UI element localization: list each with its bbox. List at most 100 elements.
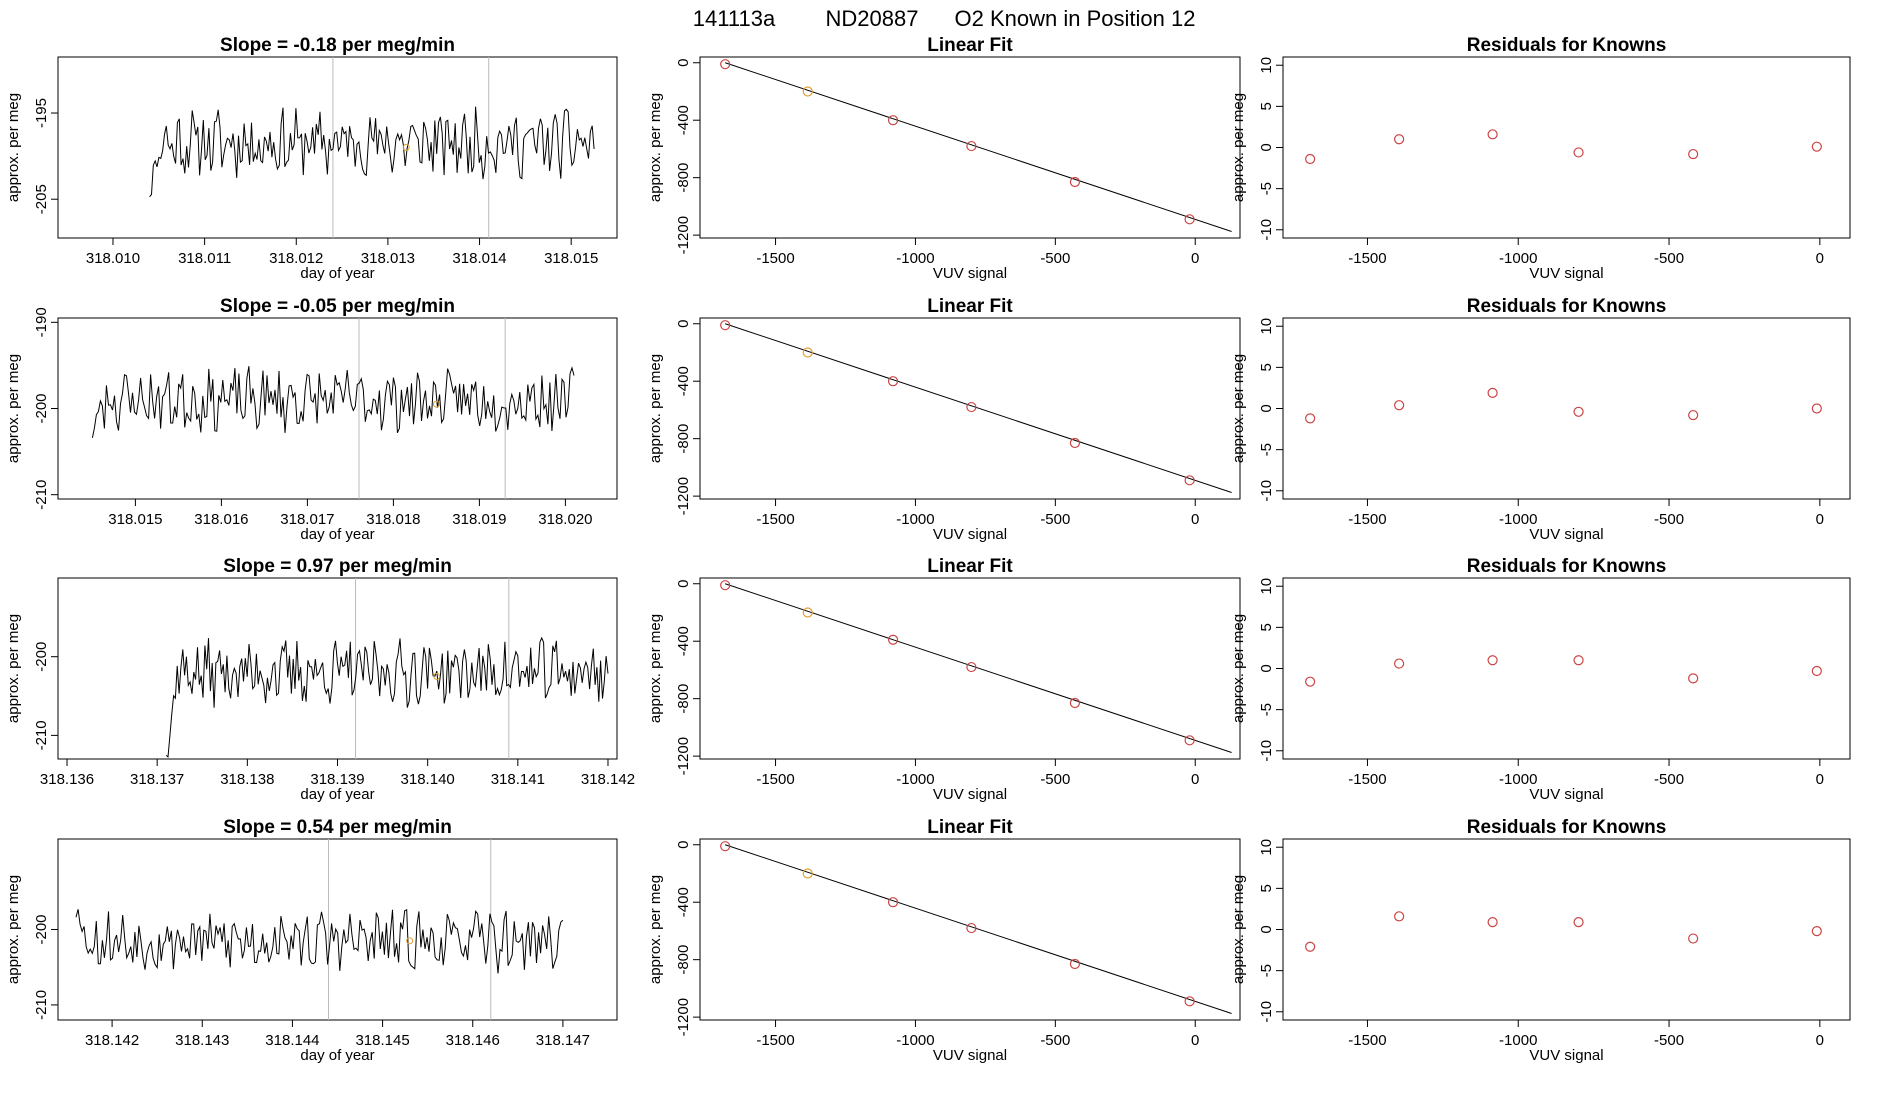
chart-1-fit-xtick-label: -1000 bbox=[896, 511, 934, 528]
chart-1-drift-xtick-label: 318.017 bbox=[280, 511, 334, 528]
figure-title-run: 141113a bbox=[693, 6, 776, 31]
chart-1-drift-frame bbox=[57, 317, 618, 500]
chart-2-resid-xtick-label: -500 bbox=[1654, 771, 1684, 788]
chart-2-fit-point bbox=[1184, 735, 1195, 746]
chart-3-resid-frame bbox=[1282, 838, 1851, 1021]
chart-0-fit-ytick-label: -400 bbox=[675, 105, 692, 135]
figure-title-tank: ND20887 bbox=[826, 6, 919, 31]
chart-2-resid: Residuals for Knowns -1500 -1000 -500 0 -10 -5… bbox=[1230, 556, 1851, 803]
chart-0-drift-xtick-label: 318.011 bbox=[178, 250, 231, 267]
chart-2-fit-ytick-label: -400 bbox=[675, 626, 692, 656]
chart-3-drift-xtick-label: 318.145 bbox=[355, 1032, 409, 1049]
chart-3-resid-xtick-label: -1000 bbox=[1499, 1032, 1537, 1049]
chart-3-fit-point bbox=[966, 922, 977, 934]
chart-2-drift-ylabel: approx. per meg bbox=[5, 614, 22, 723]
chart-0-drift-ylabel: approx. per meg bbox=[5, 93, 22, 202]
chart-3-resid-point bbox=[1394, 911, 1405, 922]
chart-0-fit-xtick-label: -500 bbox=[1040, 250, 1070, 267]
chart-0-resid-xlabel: VUV signal bbox=[1529, 265, 1603, 282]
chart-2-drift-xtick-label: 318.139 bbox=[310, 771, 364, 788]
chart-0-drift-ytick-label: -195 bbox=[33, 98, 50, 128]
chart-1-fit-point bbox=[720, 320, 731, 331]
chart-1-fit-ytick-label: -1200 bbox=[675, 477, 692, 515]
chart-0-drift-xtick-label: 318.015 bbox=[544, 250, 598, 267]
chart-0-resid-xtick-label: 0 bbox=[1816, 250, 1824, 267]
chart-3-drift-ytick-label: -200 bbox=[33, 914, 50, 944]
chart-1-resid-plot-area bbox=[1305, 387, 1822, 424]
chart-3-resid-xtick-label: -1500 bbox=[1348, 1032, 1386, 1049]
chart-0-fit-point bbox=[802, 86, 813, 97]
chart-0-resid-ytick-label: -10 bbox=[1258, 219, 1275, 241]
chart-3-fit-xtick-label: 0 bbox=[1191, 1032, 1199, 1049]
chart-1-fit-point bbox=[1184, 475, 1195, 486]
chart-2-resid-point bbox=[1487, 655, 1498, 666]
chart-2-resid-plot-area bbox=[1305, 655, 1822, 687]
chart-1-drift-marker bbox=[432, 400, 440, 408]
chart-3-fit-ytick-label: 0 bbox=[675, 841, 692, 849]
chart-3-resid-ytick-label: 0 bbox=[1258, 925, 1275, 933]
chart-0-resid-xtick-label: -1000 bbox=[1499, 250, 1537, 267]
chart-3-drift-series-line bbox=[75, 909, 564, 974]
chart-1-fit-xlabel: VUV signal bbox=[933, 526, 1007, 543]
chart-1-drift-title: Slope = -0.05 per meg/min bbox=[220, 296, 455, 317]
chart-1-fit-ytick-label: -400 bbox=[675, 366, 692, 396]
chart-0-drift-xtick-label: 318.010 bbox=[86, 250, 140, 267]
chart-0-resid: Residuals for Knowns -1500 -1000 -500 0 -10 -5… bbox=[1230, 35, 1851, 282]
chart-1-fit-frame bbox=[699, 317, 1241, 500]
chart-1-resid-title: Residuals for Knowns bbox=[1467, 296, 1667, 317]
chart-3-fit-fit-line bbox=[725, 844, 1232, 1015]
chart-1-resid-ytick-label: 10 bbox=[1258, 318, 1275, 335]
chart-3-drift-xtick-label: 318.142 bbox=[85, 1032, 139, 1049]
chart-2-resid-ytick-label: 0 bbox=[1258, 664, 1275, 672]
chart-2-resid-frame bbox=[1282, 577, 1851, 760]
chart-0-resid-title: Residuals for Knowns bbox=[1467, 35, 1667, 56]
chart-1-fit-plot-area bbox=[720, 320, 1232, 494]
chart-0-drift-marker bbox=[402, 144, 410, 151]
chart-1-resid-point bbox=[1394, 400, 1405, 411]
chart-2-drift-ytick-label: -200 bbox=[33, 642, 50, 672]
chart-2-resid-xlabel: VUV signal bbox=[1529, 786, 1603, 803]
chart-3-drift-marker bbox=[406, 937, 414, 945]
chart-1-drift-xtick-label: 318.020 bbox=[538, 511, 592, 528]
chart-3-resid-point bbox=[1573, 916, 1584, 928]
chart-0-fit-fit-line bbox=[725, 62, 1232, 233]
chart-0-fit-point bbox=[1184, 214, 1195, 225]
chart-3-resid-ytick-label: 5 bbox=[1258, 884, 1275, 892]
chart-0-fit-point bbox=[1069, 176, 1081, 188]
chart-3-drift-xtick-label: 318.146 bbox=[446, 1032, 500, 1049]
chart-1-resid-xtick-label: -500 bbox=[1654, 511, 1684, 528]
chart-3-resid-point bbox=[1487, 916, 1498, 928]
chart-1-resid-ytick-label: -5 bbox=[1258, 443, 1275, 456]
chart-1-fit-xtick-label: 0 bbox=[1191, 511, 1199, 528]
chart-1-drift-ylabel: approx. per meg bbox=[5, 354, 22, 463]
chart-2-fit-ytick-label: 0 bbox=[675, 580, 692, 588]
chart-0-fit-xtick-label: -1000 bbox=[896, 250, 934, 267]
chart-3-fit-ytick-label: -400 bbox=[675, 887, 692, 917]
chart-0-drift-xtick-label: 318.013 bbox=[361, 250, 415, 267]
chart-3-drift-ylabel: approx. per meg bbox=[5, 875, 22, 984]
chart-3-fit-point bbox=[887, 897, 899, 908]
chart-3-drift-title: Slope = 0.54 per meg/min bbox=[223, 817, 452, 838]
chart-2-drift-xtick-label: 318.136 bbox=[40, 771, 94, 788]
chart-3-resid-ytick-label: -10 bbox=[1258, 1001, 1275, 1023]
chart-1-drift-ytick-label: -200 bbox=[33, 393, 50, 423]
chart-1-resid-frame bbox=[1282, 317, 1851, 500]
chart-0-fit-point bbox=[720, 59, 731, 70]
chart-3-fit-point bbox=[1184, 996, 1195, 1007]
chart-3-resid-point bbox=[1811, 926, 1822, 937]
chart-0-drift-xtick-label: 318.014 bbox=[452, 250, 506, 267]
chart-1-resid-xtick-label: 0 bbox=[1816, 511, 1824, 528]
chart-3-drift: Slope = 0.54 per meg/min 318.142 318.143 31… bbox=[5, 817, 618, 1064]
chart-2-resid-point bbox=[1305, 676, 1316, 687]
chart-0-resid-plot-area bbox=[1305, 129, 1822, 165]
chart-0-fit-point bbox=[966, 140, 977, 152]
chart-3-drift-frame bbox=[57, 838, 618, 1021]
chart-2-drift-xtick-label: 318.137 bbox=[130, 771, 184, 788]
chart-3-fit-ylabel: approx. per meg bbox=[647, 875, 664, 984]
chart-2-fit-title: Linear Fit bbox=[927, 556, 1013, 577]
chart-2-drift: Slope = 0.97 per meg/min 318.136 318.137 31… bbox=[5, 556, 635, 803]
chart-2-fit-ytick-label: -800 bbox=[675, 684, 692, 714]
chart-1-fit: Linear Fit -1500 -1000 -500 0 0 -400 -800 -1200 V… bbox=[647, 296, 1241, 543]
chart-3-resid-plot-area bbox=[1305, 911, 1822, 952]
chart-1-fit-fit-line bbox=[725, 323, 1232, 494]
